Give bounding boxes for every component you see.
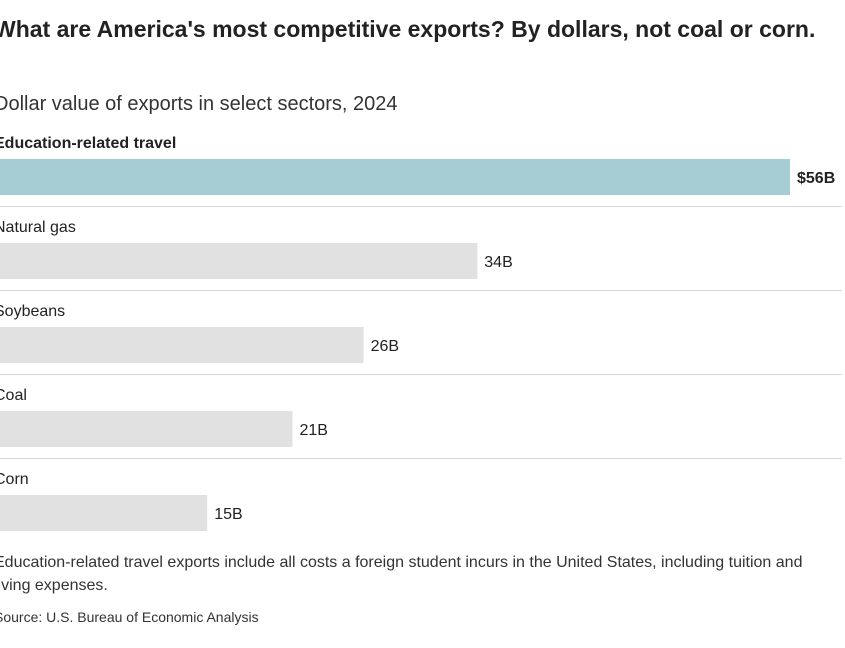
bar bbox=[0, 159, 790, 195]
category-label: Soybeans bbox=[0, 303, 65, 320]
value-label: 34B bbox=[484, 254, 512, 271]
category-label: Corn bbox=[0, 471, 29, 488]
bar-chart: Education-related travel $56B Natural gas 3… bbox=[0, 135, 842, 531]
value-label: $56B bbox=[797, 170, 835, 187]
category-label: Education-related travel bbox=[0, 135, 176, 152]
chart-source: Source: U.S. Bureau of Economic Analysis bbox=[0, 609, 259, 625]
bar bbox=[0, 411, 293, 447]
chart-subtitle: Dollar value of exports in select sector… bbox=[0, 93, 398, 115]
chart-title: What are America's most competitive expo… bbox=[0, 16, 816, 42]
value-label: 26B bbox=[371, 338, 399, 355]
bar bbox=[0, 327, 364, 363]
chart-note: Education-related travel exports include… bbox=[0, 554, 803, 594]
category-label: Coal bbox=[0, 387, 27, 404]
category-label: Natural gas bbox=[0, 219, 76, 236]
value-label: 15B bbox=[214, 506, 242, 523]
bar bbox=[0, 495, 208, 531]
bar bbox=[0, 243, 478, 279]
value-label: 21B bbox=[300, 422, 328, 439]
